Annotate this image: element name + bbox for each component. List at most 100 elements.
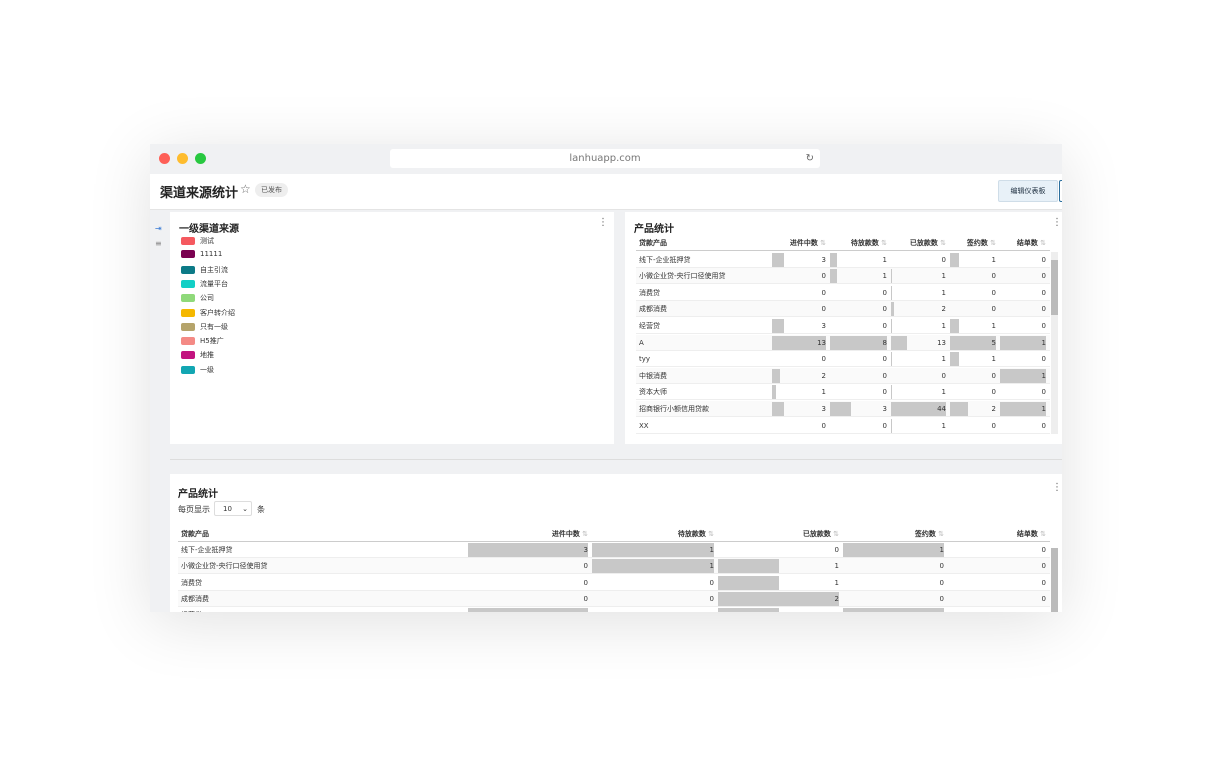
cell-value: 3	[821, 255, 826, 264]
menu-icon[interactable]: ⋮	[1052, 482, 1062, 493]
cell-value: 2	[834, 594, 839, 603]
data-bar	[830, 335, 887, 350]
browser-window: lanhuapp.com ↻ 渠道来源统计 ☆ 已发布 编辑仪表板 ⇥ ≡ 一级渠…	[150, 144, 1062, 612]
status-badge: 已发布	[255, 183, 288, 197]
edit-button[interactable]: 编辑仪表板	[998, 180, 1058, 202]
cell-value: 0	[1041, 594, 1046, 603]
reload-icon[interactable]: ↻	[805, 153, 814, 164]
number-cell: 0	[891, 251, 950, 268]
collapse-icon[interactable]: ⇥	[155, 224, 162, 233]
data-bar	[772, 335, 826, 350]
product-cell: 资本大师	[636, 384, 772, 401]
number-cell: 1	[718, 607, 843, 612]
legend-swatch	[181, 237, 195, 245]
product-cell: 小微企业贷-央行口径使用贷	[178, 558, 468, 575]
legend-item: 自主引流	[181, 265, 228, 275]
cell-value: 1	[709, 562, 714, 571]
cell-value: 0	[834, 546, 839, 555]
number-cell: 2	[718, 590, 843, 607]
page-size-select[interactable]: 10 ⌄	[214, 501, 252, 516]
cell-value: 1	[941, 288, 946, 297]
data-bar	[891, 319, 893, 333]
address-bar[interactable]: lanhuapp.com ↻	[390, 149, 820, 168]
column-header: 签约数	[950, 235, 1000, 251]
number-cell: 1	[891, 417, 950, 434]
number-cell: 0	[1000, 301, 1050, 318]
number-cell: 0	[950, 384, 1000, 401]
legend-item: 客户转介绍	[181, 308, 235, 318]
cell-value: 1	[882, 272, 887, 281]
cell-value: 0	[882, 371, 887, 380]
data-bar	[830, 269, 838, 284]
cell-value: 1	[941, 272, 946, 281]
cell-value: 1	[941, 421, 946, 430]
cell-value: 0	[1041, 388, 1046, 397]
cell-value: 1	[991, 355, 996, 364]
cell-value: 0	[1041, 322, 1046, 330]
data-bar	[772, 402, 785, 416]
menu-icon[interactable]: ⋮	[598, 217, 608, 228]
cell-value: 2	[821, 371, 826, 380]
legend-label: 自主引流	[200, 265, 228, 274]
number-cell: 0	[1000, 351, 1050, 368]
legend-item: 只有一级	[181, 322, 228, 332]
data-bar	[891, 269, 893, 284]
cell-value: 0	[882, 305, 887, 314]
more-button[interactable]	[1059, 180, 1062, 202]
panel-title: 产品统计	[634, 224, 674, 235]
number-cell: 0	[948, 590, 1050, 607]
menu-icon[interactable]: ⋮	[1052, 217, 1062, 228]
number-cell: 0	[950, 301, 1000, 318]
legend-swatch	[181, 351, 195, 360]
legend-item: H5推广	[181, 336, 224, 346]
minimize-dot[interactable]	[177, 153, 188, 164]
data-bar	[891, 335, 908, 350]
column-header: 待放款数	[592, 526, 718, 542]
number-cell: 44	[891, 401, 950, 417]
maximize-dot[interactable]	[195, 153, 206, 164]
close-dot[interactable]	[159, 153, 170, 164]
data-bar	[1000, 368, 1046, 383]
legend-item: 流量平台	[181, 279, 228, 289]
legend-swatch	[181, 308, 195, 317]
data-bar	[718, 575, 779, 590]
scrollbar[interactable]	[1051, 252, 1058, 434]
cell-value: 0	[991, 288, 996, 297]
number-cell: 0	[843, 590, 948, 607]
number-cell: 0	[592, 574, 718, 591]
number-cell: 1	[843, 607, 948, 612]
cell-value: 1	[941, 355, 946, 364]
cell-value: 0	[1041, 355, 1046, 364]
scrollbar[interactable]	[1051, 548, 1058, 612]
cell-value: 0	[710, 611, 714, 612]
cell-value: 0	[882, 322, 887, 330]
cell-value: 1	[991, 255, 996, 264]
star-icon[interactable]: ☆	[240, 182, 251, 196]
number-cell: 0	[1000, 268, 1050, 285]
filter-icon[interactable]: ≡	[155, 239, 162, 248]
number-cell: 0	[950, 367, 1000, 384]
legend-swatch	[181, 250, 195, 259]
data-bar	[468, 608, 588, 612]
page-size: 10	[223, 505, 232, 513]
data-bar	[950, 352, 960, 367]
cell-value: 0	[1041, 578, 1046, 587]
cell-value: 13	[937, 338, 946, 347]
product-cell: 成都消费	[178, 590, 468, 607]
cell-value: 0	[991, 272, 996, 281]
cell-value: 0	[1041, 305, 1046, 314]
cell-value: 3	[821, 405, 826, 413]
number-cell: 0	[830, 367, 891, 384]
number-cell: 0	[772, 301, 830, 318]
legend-label: 流量平台	[200, 279, 228, 288]
data-bar	[772, 252, 785, 267]
data-bar	[950, 319, 960, 333]
number-cell: 1	[891, 268, 950, 285]
number-cell: 0	[891, 367, 950, 384]
page-title: 渠道来源统计	[160, 186, 239, 201]
cell-value: 1	[821, 388, 826, 397]
cell-value: 1	[941, 322, 946, 330]
product-cell: 成都消费	[636, 301, 772, 318]
data-bar	[843, 608, 944, 612]
